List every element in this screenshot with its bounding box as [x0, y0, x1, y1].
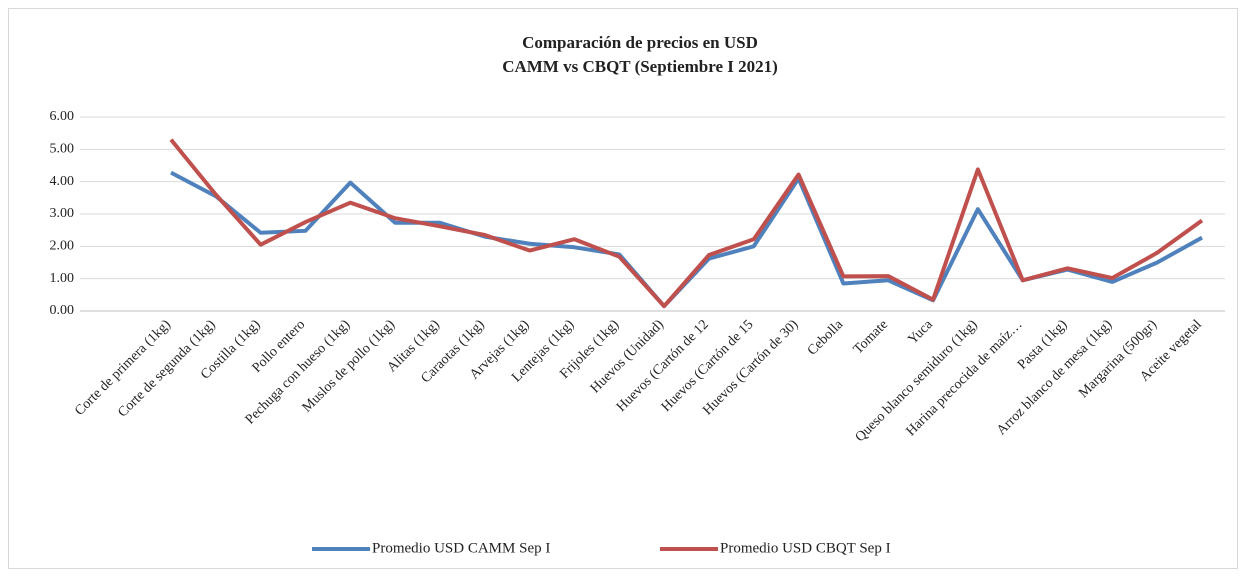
y-tick-label: 2.00: [50, 239, 75, 254]
y-tick-label: 5.00: [50, 142, 75, 157]
chart-title: Comparación de precios en USD: [522, 33, 758, 52]
y-tick-label: 0.00: [50, 303, 75, 318]
y-tick-label: 3.00: [50, 206, 75, 221]
y-tick-label: 1.00: [50, 271, 75, 286]
y-tick-label: 4.00: [50, 174, 75, 189]
legend-label: Promedio USD CAMM Sep I: [372, 540, 550, 556]
y-tick-label: 6.00: [50, 109, 75, 124]
legend-label: Promedio USD CBQT Sep I: [720, 540, 891, 556]
data-line: [169, 138, 1204, 309]
chart-subtitle: CAMM vs CBQT (Septiembre I 2021): [502, 57, 778, 76]
chart-border: [8, 8, 1238, 569]
